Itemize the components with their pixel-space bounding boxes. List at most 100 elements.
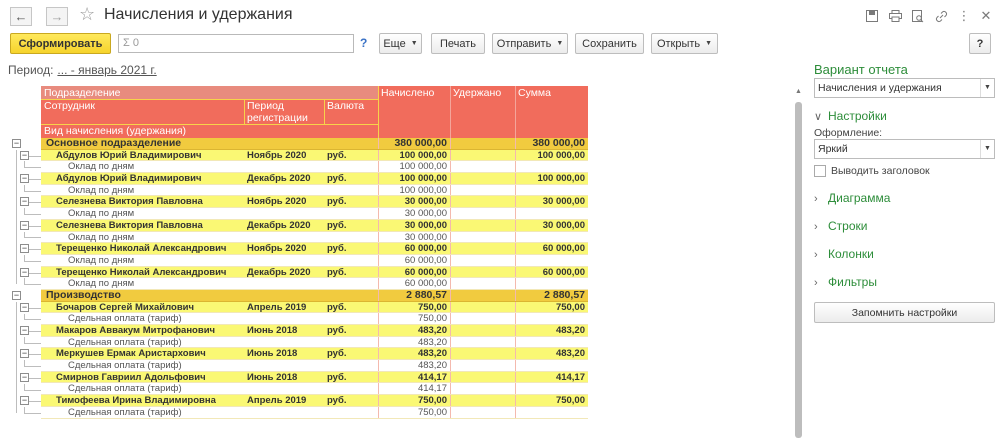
cell-accrued: 750,00 [417, 301, 447, 313]
table-row[interactable]: Сдельная оплата (тариф) 483,20 [41, 336, 588, 349]
back-button[interactable]: ← [10, 7, 32, 26]
show-header-checkbox[interactable] [814, 165, 826, 177]
section-rows[interactable]: › Строки [814, 219, 867, 233]
dropdown-arrow-icon[interactable]: ▼ [980, 79, 994, 97]
cell-name: Абдулов Юрий Владимирович [56, 173, 202, 184]
variant-select[interactable]: Начисления и удержания ▼ [814, 78, 995, 98]
vertical-scrollbar[interactable]: ▲ [794, 86, 804, 438]
scroll-thumb[interactable] [795, 102, 802, 438]
table-row[interactable]: Оклад по дням 100 000,00 [41, 161, 588, 174]
collapse-toggle-icon[interactable]: − [12, 289, 21, 300]
caret-down-icon: ▼ [410, 40, 418, 47]
dropdown-arrow-icon[interactable]: ▼ [980, 140, 994, 158]
search-help-link[interactable]: ? [360, 36, 368, 50]
cell-name: Производство [46, 289, 121, 301]
table-row[interactable]: Оклад по дням 30 000,00 [41, 208, 588, 220]
collapse-toggle-icon[interactable]: − [20, 325, 29, 336]
print-icon[interactable] [887, 8, 903, 24]
table-row[interactable]: Сдельная оплата (тариф) 750,00 [41, 406, 588, 419]
cell-withheld [450, 302, 515, 313]
cell-accrued: 100 000,00 [399, 149, 447, 161]
table-row[interactable]: Оклад по дням 100 000,00 [41, 184, 588, 197]
generate-button[interactable]: Сформировать [10, 33, 111, 54]
cell-name: Смирнов Гавриил Адольфович [56, 371, 206, 383]
table-row[interactable]: Макаров Аввакум Митрофанович Июнь 2018 руб… [41, 325, 588, 337]
collapse-toggle-icon[interactable]: − [20, 149, 29, 160]
print-button[interactable]: Печать [431, 33, 485, 54]
collapse-toggle-icon[interactable]: − [20, 266, 29, 277]
table-row[interactable]: Производство 2 880,57 2 880,57 [41, 289, 588, 302]
cell-sum: 380 000,00 [532, 138, 585, 149]
section-chart[interactable]: › Диаграмма [814, 191, 890, 205]
preview-icon[interactable] [910, 8, 926, 24]
close-icon[interactable]: ✕ [980, 8, 992, 23]
collapse-toggle-icon[interactable]: − [20, 371, 29, 382]
search-input[interactable]: Σ 0 [118, 34, 354, 53]
cell-name: Бочаров Сергей Михайлович [56, 301, 195, 313]
collapse-toggle-icon[interactable]: − [20, 172, 29, 183]
table-row[interactable]: Селезнева Виктория Павловна Ноябрь 2020 ру… [41, 196, 588, 209]
header-accrual-type: Вид начисления (удержания) [44, 125, 187, 137]
open-label: Открыть [656, 37, 701, 50]
table-row[interactable]: Оклад по дням 30 000,00 [41, 231, 588, 244]
table-row[interactable]: Оклад по дням 60 000,00 [41, 278, 588, 290]
table-row[interactable]: Сдельная оплата (тариф) 414,17 [41, 383, 588, 396]
chevron-down-icon: ∨ [814, 111, 823, 123]
table-row[interactable]: Смирнов Гавриил Адольфович Июнь 2018 руб. 4… [41, 371, 588, 384]
collapse-toggle-icon[interactable]: − [20, 243, 29, 254]
cell-accrued: 100 000,00 [399, 173, 447, 184]
cell-withheld [450, 267, 515, 278]
save-button[interactable]: Сохранить [575, 33, 644, 54]
send-button[interactable]: Отправить ▼ [492, 33, 568, 54]
table-row[interactable]: Сдельная оплата (тариф) 483,20 [41, 360, 588, 372]
design-select[interactable]: Яркий ▼ [814, 139, 995, 159]
table-row[interactable]: Селезнева Виктория Павловна Декабрь 2020 р… [41, 219, 588, 232]
cell-name: Сдельная оплата (тариф) [68, 336, 182, 348]
table-row[interactable]: Тимофеева Ирина Владимировна Апрель 2019 р… [41, 395, 588, 407]
collapse-toggle-icon[interactable]: − [20, 348, 29, 359]
save-disk-icon[interactable] [864, 8, 880, 24]
cell-sum: 483,20 [555, 348, 585, 360]
table-row[interactable]: Меркушев Ермак Аристархович Июнь 2018 руб.… [41, 348, 588, 361]
scroll-up-icon[interactable]: ▲ [795, 88, 802, 95]
table-row[interactable]: Основное подразделение 380 000,00 380 000,… [41, 138, 588, 150]
cell-period [244, 383, 324, 394]
table-row[interactable]: Оклад по дням 60 000,00 [41, 254, 588, 267]
show-header-label: Выводить заголовок [831, 165, 930, 177]
cell-accrued: 414,17 [417, 371, 447, 383]
favorite-star-icon[interactable]: ☆ [79, 4, 96, 24]
collapse-toggle-icon[interactable]: − [20, 395, 29, 406]
help-button[interactable]: ? [969, 33, 991, 54]
remember-settings-button[interactable]: Запомнить настройки [814, 302, 995, 323]
open-button[interactable]: Открыть ▼ [651, 33, 718, 54]
table-row[interactable]: Бочаров Сергей Михайлович Апрель 2019 руб.… [41, 301, 588, 314]
cell-sum: 414,17 [555, 371, 585, 383]
caret-down-icon: ▼ [705, 40, 713, 47]
collapse-toggle-icon[interactable]: − [20, 196, 29, 207]
table-row[interactable]: Абдулов Юрий Владимирович Декабрь 2020 руб… [41, 173, 588, 185]
cell-name: Терещенко Николай Александрович [56, 243, 227, 254]
period-link[interactable]: ... - январь 2021 г. [57, 63, 157, 77]
section-filters[interactable]: › Фильтры [814, 275, 877, 289]
link-icon[interactable] [933, 8, 949, 24]
cell-withheld [450, 348, 515, 359]
table-row[interactable]: Абдулов Юрий Владимирович Ноябрь 2020 руб.… [41, 149, 588, 162]
more-button[interactable]: Еще ▼ [379, 33, 422, 54]
collapse-toggle-icon[interactable]: − [20, 301, 29, 312]
more-vertical-icon[interactable]: ⋮ [957, 8, 971, 23]
cell-currency [324, 161, 378, 172]
forward-button[interactable]: → [46, 7, 68, 26]
table-row[interactable]: Терещенко Николай Александрович Ноябрь 20… [41, 243, 588, 255]
section-columns[interactable]: › Колонки [814, 247, 874, 261]
report-area: − − − − − − − − − − − − − Подразделение Сотрудник Пе… [10, 86, 600, 438]
cell-sum: 60 000,00 [542, 266, 585, 278]
collapse-toggle-icon[interactable]: − [20, 219, 29, 230]
cell-withheld [450, 161, 515, 172]
cell-withheld [450, 290, 515, 301]
table-row[interactable]: Терещенко Николай Александрович Декабрь 2… [41, 266, 588, 279]
collapse-toggle-icon[interactable]: − [12, 137, 21, 148]
table-row[interactable]: Сдельная оплата (тариф) 750,00 [41, 313, 588, 325]
chevron-right-icon: › [814, 249, 818, 261]
settings-section[interactable]: ∨ Настройки [814, 109, 887, 123]
cell-currency [324, 360, 378, 371]
